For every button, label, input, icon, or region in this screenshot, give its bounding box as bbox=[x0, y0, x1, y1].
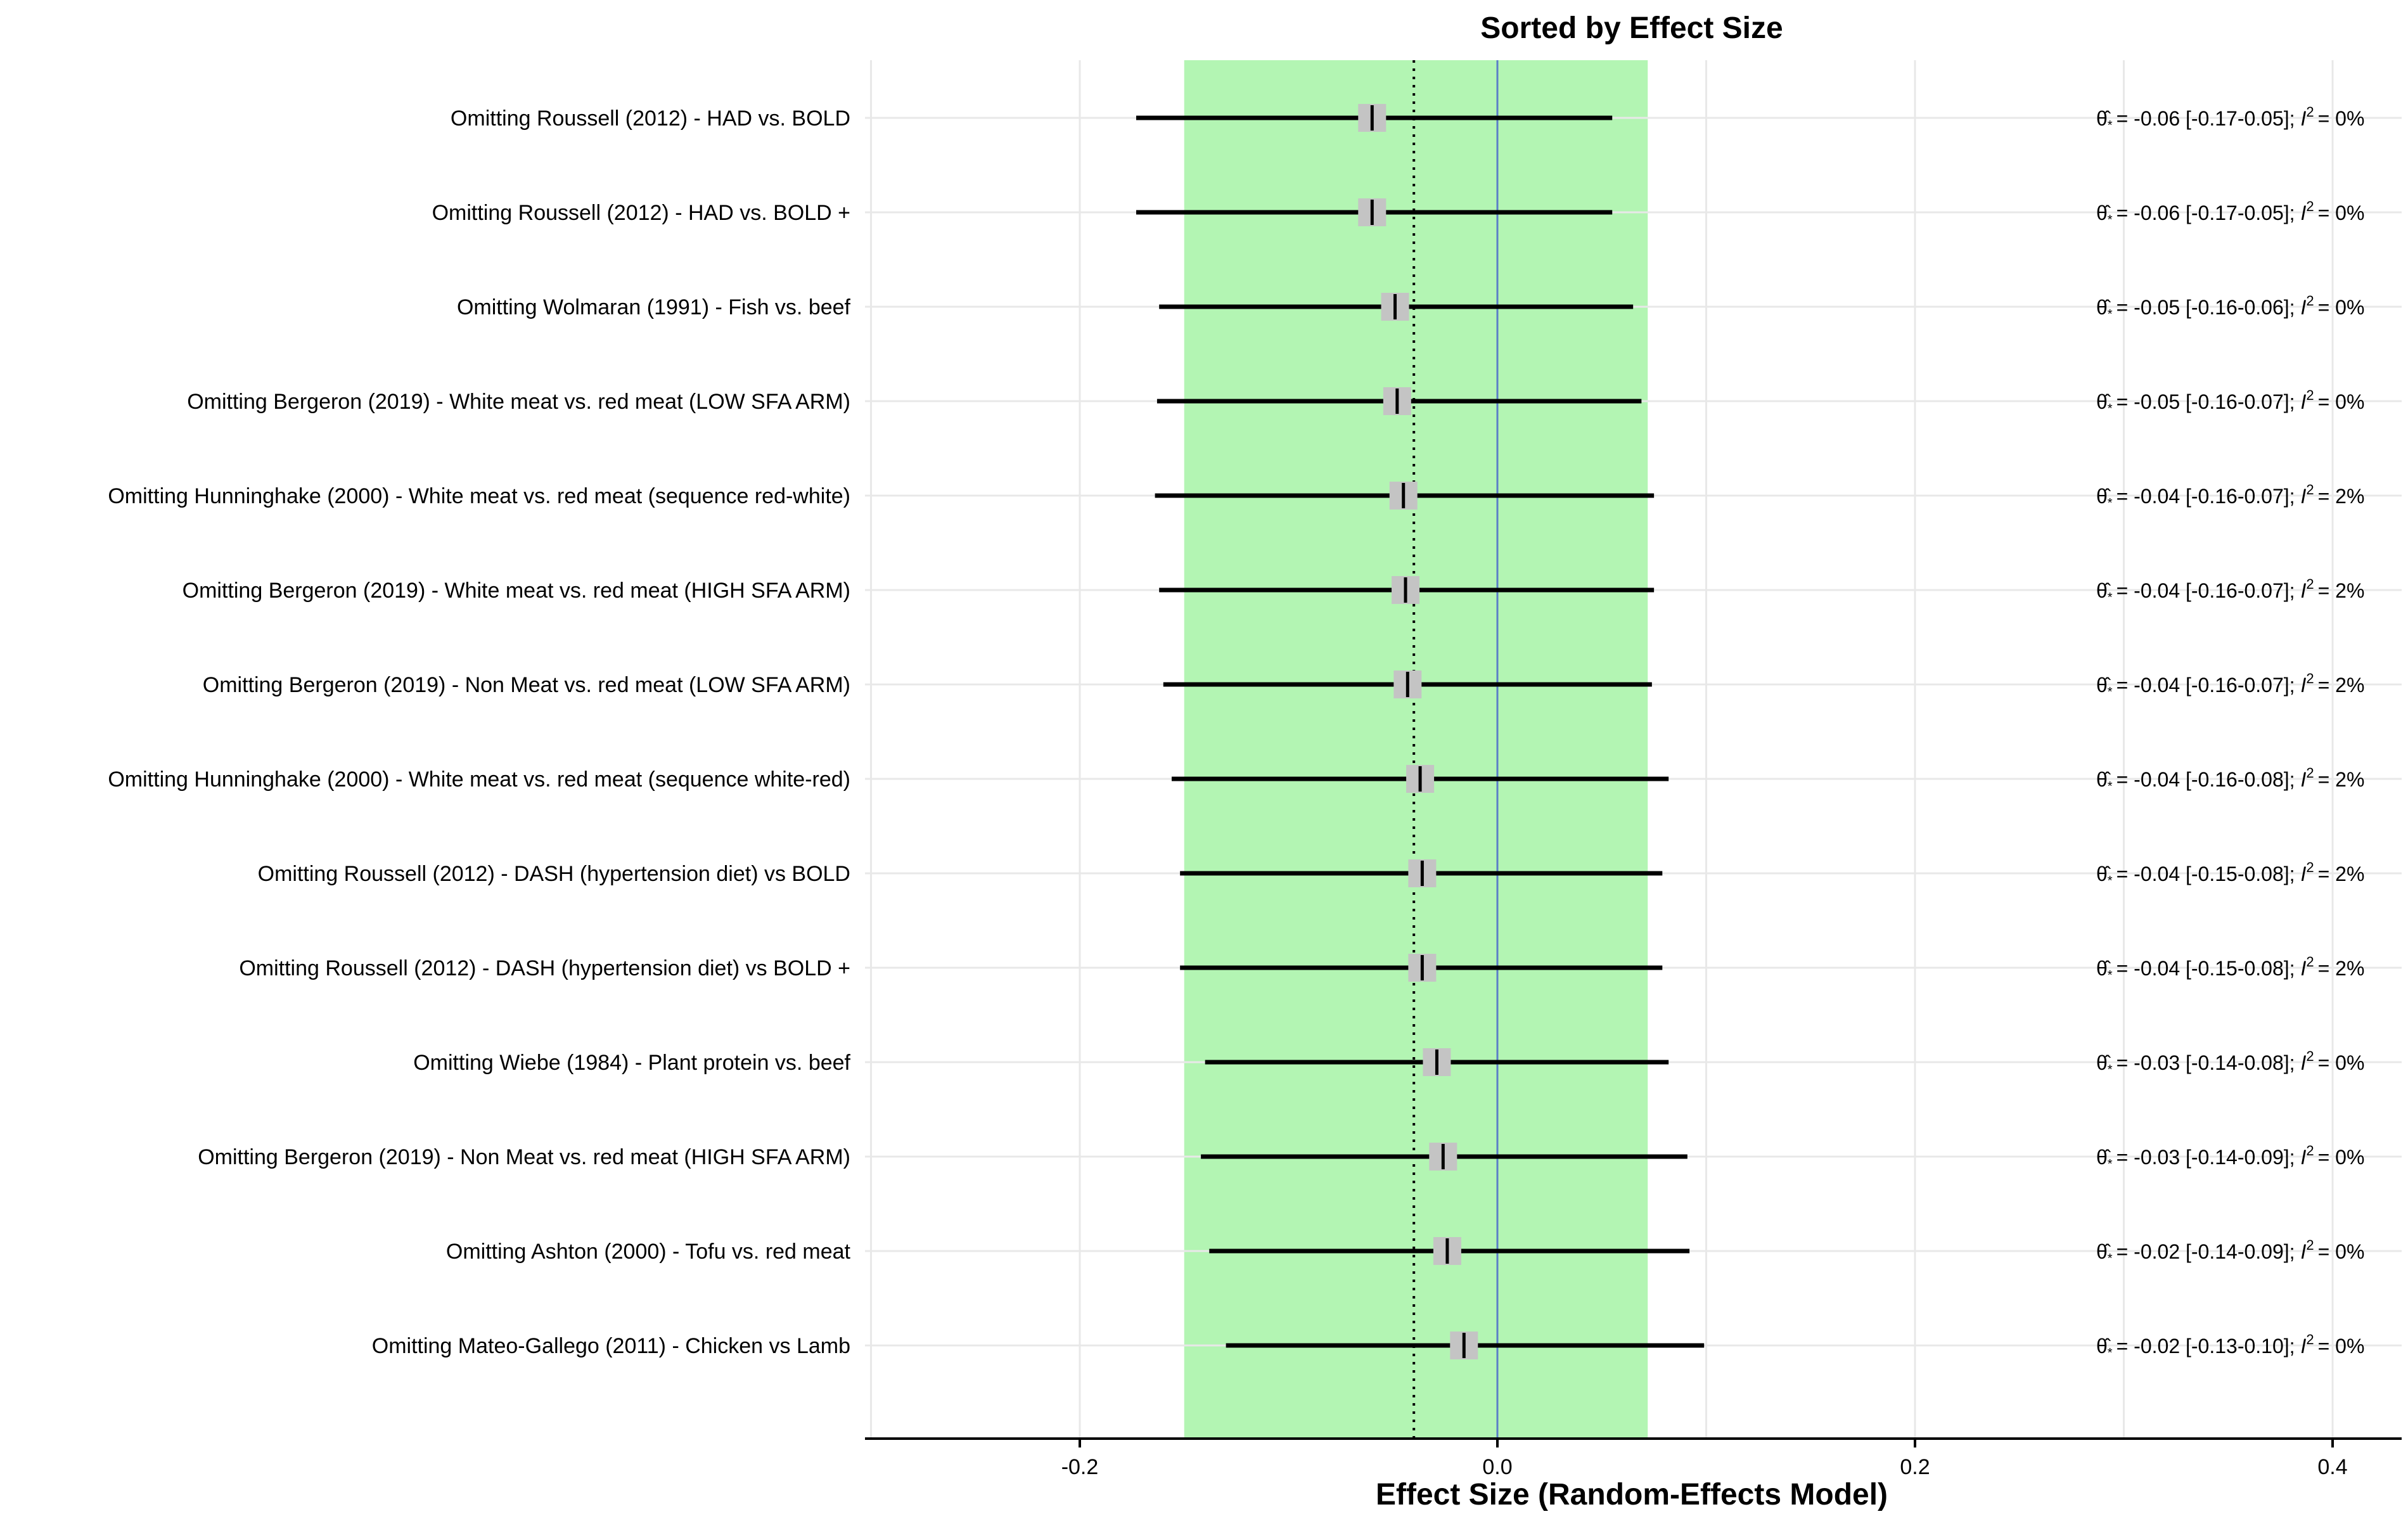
study-label: Omitting Bergeron (2019) - White meat vs… bbox=[183, 579, 850, 603]
effect-annotation: θ̂* = -0.06 [-0.17-0.05]; I2 = 0% bbox=[2096, 104, 2364, 132]
study-row: Omitting Bergeron (2019) - Non Meat vs. … bbox=[198, 1143, 2364, 1171]
x-axis-ticks: -0.2 0.0 0.2 0.4 bbox=[1061, 1439, 2348, 1479]
study-row: Omitting Bergeron (2019) - White meat vs… bbox=[183, 576, 2364, 605]
study-label: Omitting Bergeron (2019) - Non Meat vs. … bbox=[198, 1145, 850, 1169]
study-label: Omitting Roussell (2012) - HAD vs. BOLD … bbox=[432, 201, 850, 225]
effect-annotation: θ̂* = -0.02 [-0.13-0.10]; I2 = 0% bbox=[2096, 1332, 2364, 1360]
study-row: Omitting Roussell (2012) - HAD vs. BOLD θ… bbox=[451, 104, 2364, 132]
effect-annotation: θ̂* = -0.04 [-0.16-0.07]; I2 = 2% bbox=[2096, 671, 2364, 699]
study-row: Omitting Roussell (2012) - HAD vs. BOLD … bbox=[432, 198, 2364, 227]
effect-annotation: θ̂* = -0.04 [-0.16-0.07]; I2 = 2% bbox=[2096, 576, 2364, 605]
effect-annotation: θ̂* = -0.06 [-0.17-0.05]; I2 = 0% bbox=[2096, 198, 2364, 227]
study-label: Omitting Bergeron (2019) - White meat vs… bbox=[187, 390, 850, 414]
prediction-band bbox=[1184, 60, 1648, 1439]
study-row: Omitting Hunninghake (2000) - White meat… bbox=[108, 482, 2364, 510]
study-label: Omitting Bergeron (2019) - Non Meat vs. … bbox=[203, 673, 850, 697]
effect-annotation: θ̂* = -0.04 [-0.16-0.08]; I2 = 2% bbox=[2096, 765, 2364, 793]
effect-annotation: θ̂* = -0.03 [-0.14-0.08]; I2 = 0% bbox=[2096, 1048, 2364, 1077]
study-row: Omitting Hunninghake (2000) - White meat… bbox=[108, 765, 2364, 793]
x-tick-label: 0.4 bbox=[2317, 1455, 2347, 1479]
study-label: Omitting Wiebe (1984) - Plant protein vs… bbox=[413, 1051, 850, 1075]
study-row: Omitting Roussell (2012) - DASH (hyperte… bbox=[239, 954, 2364, 982]
x-tick-label: 0.2 bbox=[1900, 1455, 1930, 1479]
study-label: Omitting Wolmaran (1991) - Fish vs. beef bbox=[457, 295, 851, 319]
study-label: Omitting Roussell (2012) - DASH (hyperte… bbox=[258, 862, 850, 886]
chart-title: Sorted by Effect Size bbox=[1480, 11, 1783, 45]
study-row: Omitting Wolmaran (1991) - Fish vs. beef… bbox=[457, 293, 2364, 321]
study-label: Omitting Mateo-Gallego (2011) - Chicken … bbox=[372, 1334, 850, 1358]
x-tick-label: 0.0 bbox=[1482, 1455, 1512, 1479]
effect-annotation: θ̂* = -0.04 [-0.16-0.07]; I2 = 2% bbox=[2096, 482, 2364, 510]
study-label: Omitting Roussell (2012) - DASH (hyperte… bbox=[239, 956, 850, 980]
study-label: Omitting Roussell (2012) - HAD vs. BOLD bbox=[451, 106, 850, 131]
study-row: Omitting Mateo-Gallego (2011) - Chicken … bbox=[372, 1332, 2364, 1360]
x-tick-label: -0.2 bbox=[1061, 1455, 1099, 1479]
effect-annotation: θ̂* = -0.05 [-0.16-0.07]; I2 = 0% bbox=[2096, 387, 2364, 416]
study-label: Omitting Hunninghake (2000) - White meat… bbox=[108, 767, 850, 792]
x-axis-title: Effect Size (Random-Effects Model) bbox=[1376, 1478, 1888, 1511]
study-rows: Omitting Roussell (2012) - HAD vs. BOLD θ… bbox=[108, 104, 2364, 1360]
effect-annotation: θ̂* = -0.02 [-0.14-0.09]; I2 = 0% bbox=[2096, 1237, 2364, 1266]
study-label: Omitting Hunninghake (2000) - White meat… bbox=[108, 484, 850, 508]
study-label: Omitting Ashton (2000) - Tofu vs. red me… bbox=[446, 1240, 851, 1264]
effect-annotation: θ̂* = -0.05 [-0.16-0.06]; I2 = 0% bbox=[2096, 293, 2364, 321]
effect-annotation: θ̂* = -0.03 [-0.14-0.09]; I2 = 0% bbox=[2096, 1143, 2364, 1171]
effect-annotation: θ̂* = -0.04 [-0.15-0.08]; I2 = 2% bbox=[2096, 954, 2364, 982]
study-row: Omitting Roussell (2012) - DASH (hyperte… bbox=[258, 859, 2364, 888]
study-row: Omitting Wiebe (1984) - Plant protein vs… bbox=[413, 1048, 2364, 1077]
study-row: Omitting Bergeron (2019) - Non Meat vs. … bbox=[203, 671, 2364, 699]
study-row: Omitting Bergeron (2019) - White meat vs… bbox=[187, 387, 2364, 416]
effect-annotation: θ̂* = -0.04 [-0.15-0.08]; I2 = 2% bbox=[2096, 859, 2364, 888]
